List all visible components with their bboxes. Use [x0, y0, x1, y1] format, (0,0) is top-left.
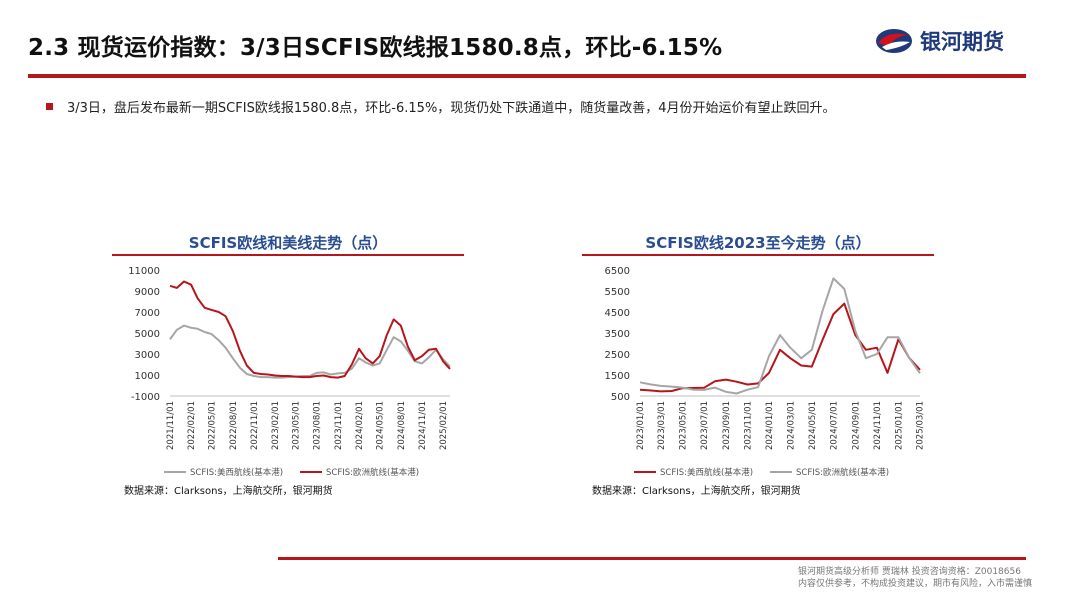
chart-right-source: 数据来源：Clarksons，上海航交所，银河期货 — [592, 486, 801, 497]
x-tick-label: 2024/11/01 — [418, 401, 428, 450]
chart-left-title-rule — [112, 254, 464, 256]
x-tick-label: 2022/05/01 — [208, 401, 218, 450]
chart-left: SCFIS欧线和美线走势（点） 11000 9000 7000 5000 3000 100… — [112, 228, 464, 498]
x-tick-label: 2021/11/01 — [166, 401, 176, 450]
y-tick-label: 9000 — [135, 287, 160, 298]
x-tick-label: 2024/01/01 — [765, 401, 775, 450]
x-tick-label: 2022/08/01 — [229, 401, 239, 450]
footer-disclaimer: 银河期货高级分析师 贾瑞林 投资咨询资格：Z0018656 内容仅供参考，不构成… — [798, 566, 1032, 590]
footer-divider — [278, 557, 1026, 560]
chart-right: SCFIS欧线2023至今走势（点） 6500 5500 4500 3500 2500 1… — [582, 228, 934, 498]
x-tick-label: 2023/11/01 — [743, 401, 753, 450]
logo-text: 银河期货 — [920, 30, 1004, 54]
x-tick-label: 2023/02/01 — [271, 401, 281, 450]
footer-analyst: 银河期货高级分析师 贾瑞林 投资咨询资格：Z0018656 — [797, 567, 1021, 577]
x-tick-label: 2025/01/01 — [894, 401, 904, 450]
legend-label: SCFIS:美西航线(基本港) — [190, 467, 283, 478]
x-tick-label: 2022/02/01 — [187, 401, 197, 450]
chart-right-plot: 6500 5500 4500 3500 2500 1500 500 2023/01/01 202… — [605, 266, 926, 478]
x-tick-label: 2023/05/01 — [292, 401, 302, 450]
y-tick-label: 3500 — [605, 329, 630, 340]
x-tick-label: 2024/11/01 — [873, 401, 883, 450]
chart-left-title: SCFIS欧线和美线走势（点） — [188, 234, 388, 252]
y-tick-label: 1000 — [135, 371, 160, 382]
chart-right-title-rule — [582, 254, 934, 256]
series-line-1 — [169, 280, 451, 379]
y-tick-label: 6500 — [605, 266, 630, 277]
y-tick-label: 11000 — [128, 266, 160, 277]
x-tick-label: 2024/09/01 — [851, 401, 861, 450]
x-tick-label: 2023/01/01 — [636, 401, 646, 450]
x-tick-label: 2023/11/01 — [334, 401, 344, 450]
x-tick-label: 2024/07/01 — [829, 401, 839, 450]
y-tick-label: 5000 — [135, 329, 160, 340]
y-tick-label: 4500 — [605, 308, 630, 319]
x-tick-label: 2024/08/01 — [397, 401, 407, 450]
y-tick-label: 3000 — [135, 350, 160, 361]
series-line-0 — [639, 302, 921, 393]
summary-text: 3/3日，盘后发布最新一期SCFIS欧线报1580.8点，环比-6.15%，现货… — [67, 101, 836, 116]
y-tick-label: -1000 — [131, 392, 160, 403]
x-tick-label: 2024/02/01 — [355, 401, 365, 450]
galaxy-logo-icon — [876, 29, 912, 53]
y-tick-label: 1500 — [605, 371, 630, 382]
x-tick-label: 2024/05/01 — [808, 401, 818, 450]
x-tick-label: 2023/03/01 — [657, 401, 667, 450]
header-divider — [28, 74, 1026, 78]
x-tick-label: 2025/02/01 — [439, 401, 449, 450]
x-tick-label: 2024/05/01 — [376, 401, 386, 450]
legend-label: SCFIS:欧洲航线(基本港) — [326, 467, 419, 478]
x-tick-label: 2025/03/01 — [915, 401, 925, 450]
chart-right-title: SCFIS欧线2023至今走势（点） — [645, 234, 871, 252]
footer-risk-note: 内容仅供参考，不构成投资建议，期市有风险，入市需谨慎 — [797, 579, 1032, 589]
y-tick-label: 5500 — [605, 287, 630, 298]
legend-label: SCFIS:欧洲航线(基本港) — [796, 467, 889, 478]
summary-bullet: 3/3日，盘后发布最新一期SCFIS欧线报1580.8点，环比-6.15%，现货… — [46, 97, 836, 116]
x-tick-label: 2022/11/01 — [250, 401, 260, 450]
company-logo: 银河期货 — [874, 26, 1004, 56]
x-tick-label: 2024/03/01 — [786, 401, 796, 450]
series-line-1 — [639, 277, 921, 395]
y-tick-label: 7000 — [135, 308, 160, 319]
x-tick-label: 2023/05/01 — [678, 401, 688, 450]
legend-label: SCFIS:美西航线(基本港) — [660, 467, 753, 478]
chart-left-source: 数据来源：Clarksons，上海航交所，银河期货 — [124, 486, 333, 497]
chart-left-plot: 11000 9000 7000 5000 3000 1000 -1000 2021/11/01… — [128, 266, 451, 478]
bullet-square-icon — [46, 103, 53, 110]
series-line-0 — [169, 324, 451, 379]
y-tick-label: 500 — [611, 392, 630, 403]
x-tick-label: 2023/09/01 — [722, 401, 732, 450]
y-tick-label: 2500 — [605, 350, 630, 361]
page-title: 2.3 现货运价指数：3/3日SCFIS欧线报1580.8点，环比-6.15% — [28, 35, 723, 61]
x-tick-label: 2023/07/01 — [700, 401, 710, 450]
x-tick-label: 2023/08/01 — [313, 401, 323, 450]
